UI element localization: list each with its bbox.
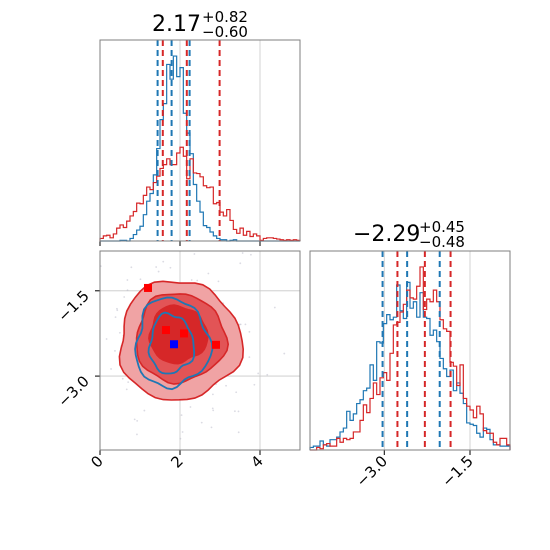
scatter-point: [266, 373, 269, 376]
scatter-point: [248, 330, 251, 333]
scatter-point: [217, 280, 220, 283]
scatter-point: [123, 296, 126, 298]
scatter-point: [162, 260, 165, 263]
scatter-x-tick-label: 4: [247, 452, 266, 471]
histogram-y-panel: −3.0 −1.5: [309, 250, 511, 491]
scatter-point: [200, 421, 203, 424]
scatter-point: [143, 409, 146, 412]
scatter-point: [114, 350, 116, 352]
scatter-point: [179, 437, 182, 440]
scatter-point: [116, 307, 118, 310]
scatter-point: [126, 289, 129, 292]
scatter-x-tick-label: 2: [167, 452, 186, 471]
histy-tick-label: −1.5: [438, 452, 476, 490]
title-x-center: 2.17: [152, 12, 201, 37]
scatter-point: [133, 418, 136, 421]
scatter-point: [235, 391, 238, 394]
scatter-point: [121, 377, 124, 380]
scatter-point: [180, 414, 183, 417]
blue-contour-inner: [147, 311, 196, 375]
scatter-point: [193, 253, 196, 255]
scatter-point: [181, 431, 184, 433]
scatter-point: [211, 407, 214, 410]
scatter-point: [248, 356, 251, 359]
red-marker: [162, 326, 170, 335]
scatter-point: [225, 384, 227, 387]
scatter-point: [253, 383, 256, 386]
scatter-y-tick-label: −1.5: [54, 287, 92, 325]
scatter-point: [257, 372, 260, 375]
histy-tick-label: −3.0: [353, 452, 391, 490]
scatter-point: [273, 306, 276, 309]
scatter-point: [190, 279, 193, 281]
scatter-point: [116, 309, 119, 312]
blue-contour-outer: [134, 296, 214, 391]
scatter-point: [155, 266, 158, 268]
histx-frame: [99, 39, 301, 242]
histy-red-series: [310, 266, 511, 451]
title-y-lower: −0.48: [419, 233, 465, 251]
scatter-point: [169, 266, 172, 269]
title-y-param: −2.29 +0.45 −0.48: [353, 218, 465, 251]
scatter-point: [105, 338, 108, 340]
scatter-point: [125, 388, 128, 391]
scatter-point: [239, 323, 242, 326]
scatter-y-tick-label: −3.0: [54, 372, 92, 410]
scatter-point: [244, 323, 247, 326]
scatter-point: [118, 331, 121, 334]
scatter-point: [211, 393, 214, 396]
scatter-point: [233, 410, 236, 413]
histy-blue-series: [309, 281, 511, 450]
scatter-point: [136, 433, 138, 436]
scatter-point: [283, 352, 286, 355]
title-x-param: 2.17 +0.82 −0.60: [152, 8, 248, 41]
scatter-point: [237, 410, 240, 413]
red-marker: [144, 283, 152, 292]
scatter-point: [250, 253, 252, 256]
scatter-point: [189, 406, 192, 408]
scatter-point: [126, 279, 129, 281]
scatter-point: [114, 316, 117, 319]
scatter-point: [237, 431, 240, 434]
histx-blue-series: [100, 55, 300, 242]
title-x-lower: −0.60: [202, 23, 248, 41]
title-y-center: −2.29: [353, 222, 420, 247]
histy-frame: [309, 250, 511, 451]
scatter-frame: [99, 250, 301, 451]
blue-marker: [170, 340, 178, 349]
scatter-point: [212, 409, 215, 412]
scatter-point: [157, 270, 160, 273]
scatter-point: [130, 266, 133, 269]
title-x-upper: +0.82: [202, 8, 248, 26]
histx-red-series: [99, 146, 301, 241]
scatter-point: [241, 252, 244, 254]
scatter-point: [127, 381, 130, 384]
scatter-point: [139, 278, 142, 281]
histogram-x-panel: [99, 39, 301, 246]
scatter-contour-panel: 0 2 4 −3.0 −1.5: [54, 250, 301, 472]
scatter-point: [110, 368, 112, 370]
title-y-upper: +0.45: [419, 218, 465, 236]
scatter-point: [207, 272, 210, 275]
scatter-x-tick-label: 0: [87, 452, 106, 471]
red-marker: [212, 340, 220, 349]
scatter-point: [239, 262, 242, 265]
scatter-point: [210, 426, 213, 429]
scatter-point: [196, 279, 199, 282]
red-marker: [180, 329, 188, 338]
scatter-point: [136, 420, 139, 422]
